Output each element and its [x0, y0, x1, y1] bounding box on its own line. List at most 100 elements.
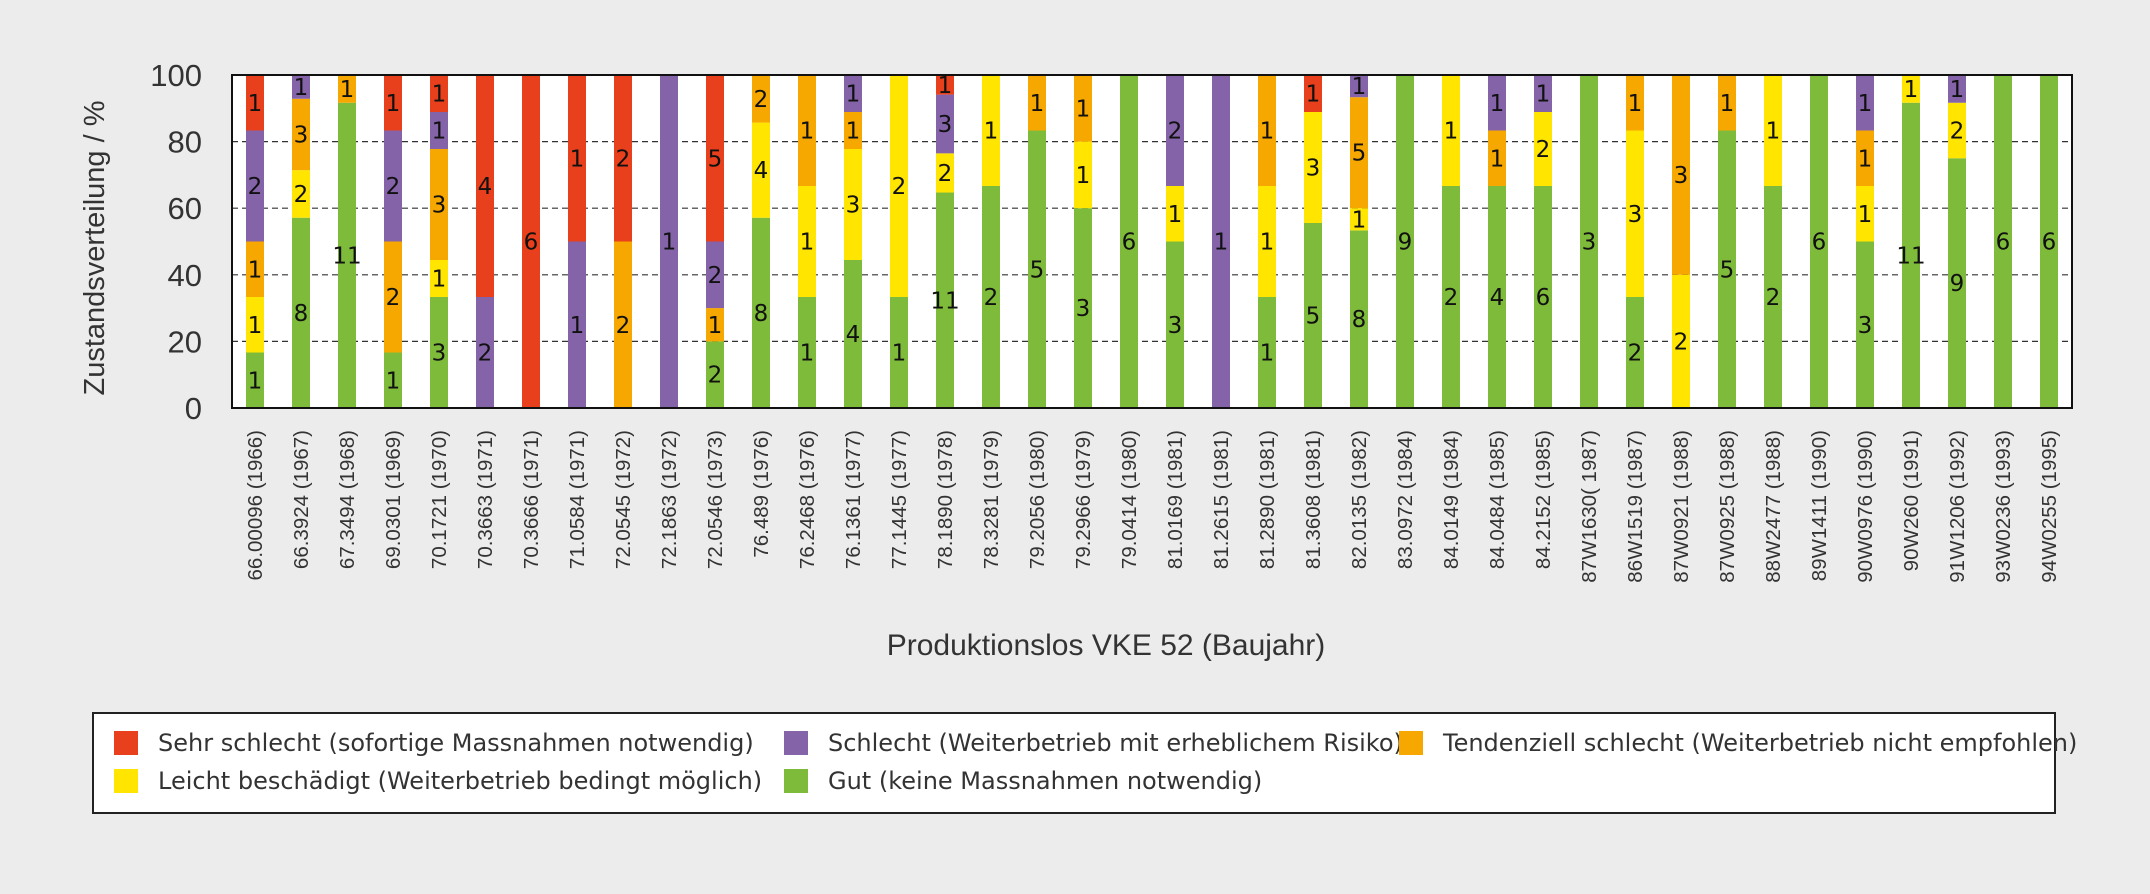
bar-data-label: 1 — [1950, 77, 1965, 103]
bar-data-label: 3 — [1582, 230, 1597, 256]
bar-data-label: 1 — [1858, 202, 1873, 228]
bar-data-label: 1 — [294, 75, 309, 101]
legend-item-schlecht: Schlecht (Weiterbetrieb mit erheblichem … — [784, 729, 1403, 757]
bar-segment-schlecht — [706, 241, 724, 309]
bar-segment-gut — [982, 186, 1000, 408]
bar-data-label: 5 — [1030, 257, 1045, 283]
x-tick-label: 70.1721 (1970) — [428, 430, 451, 569]
x-tick-label: 81.0169 (1981) — [1164, 430, 1187, 569]
legend-item-leicht-beschaedigt: Leicht beschädigt (Weiterbetrieb bedingt… — [114, 767, 762, 795]
bar-stack: 11 — [568, 75, 586, 408]
bar-data-label: 2 — [1168, 119, 1183, 145]
bar-data-label: 1 — [1260, 230, 1275, 256]
bar-data-label: 1 — [1076, 96, 1091, 122]
bar-data-label: 1 — [662, 230, 677, 256]
bar-stack: 6 — [1994, 75, 2012, 408]
bar-segment-gut — [1258, 297, 1276, 408]
bar-data-label: 2 — [1536, 137, 1551, 163]
x-tick-label: 72.1863 (1972) — [658, 430, 681, 569]
bar-segment-gut — [706, 341, 724, 408]
x-tick-label: 76.489 (1976) — [750, 430, 773, 558]
legend-label: Gut (keine Massnahmen notwendig) — [828, 767, 1263, 795]
bar-segment-leicht — [1442, 75, 1460, 186]
bar-data-label: 2 — [1950, 119, 1965, 145]
bar-segment-tendenziell — [706, 308, 724, 342]
bar-stack: 51 — [1718, 75, 1736, 408]
bar-data-label: 1 — [1260, 341, 1275, 367]
bar-segment-gut — [2040, 75, 2058, 408]
bar-data-label: 1 — [432, 267, 447, 293]
y-tick-labels: 0 20 40 60 80 100 — [150, 58, 202, 426]
bar-segment-schlecht — [1488, 75, 1506, 131]
bar-data-label: 5 — [1306, 304, 1321, 330]
bar-data-label: 1 — [1306, 82, 1321, 108]
bar-segment-leicht — [844, 149, 862, 260]
bar-segment-tendenziell — [1626, 75, 1644, 131]
bar-segment-gut — [384, 352, 402, 408]
stacked-bar-chart: 1112182311111221313112461122121258421114… — [79, 58, 2073, 662]
bar-stack: 2 1 2 5 — [706, 75, 724, 408]
bar-segment-gut — [1902, 102, 1920, 408]
bar-segment-gut — [1396, 75, 1414, 408]
bar-stack: 1 2 2 1 — [384, 75, 402, 408]
bar-data-label: 6 — [524, 230, 539, 256]
bar-stack: 6 — [1120, 75, 1138, 408]
bar-data-label: 2 — [478, 341, 493, 367]
bar-data-label: 1 — [938, 73, 953, 99]
bar-data-label: 6 — [1996, 230, 2011, 256]
legend-swatch — [784, 731, 808, 755]
bar-data-label: 1 — [386, 368, 401, 394]
bar-segment-sehr_schlecht — [384, 75, 402, 131]
bar-segment-schlecht — [1350, 75, 1368, 98]
bar-segment-gut — [1074, 208, 1092, 408]
bar-segment-tendenziell — [752, 75, 770, 123]
x-tick-label: 93W0236 (1993) — [1992, 430, 2015, 583]
bar-segment-gut — [1994, 75, 2012, 408]
bar-stack: 3 — [1580, 75, 1598, 408]
y-tick-label: 20 — [168, 324, 202, 359]
x-tick-label: 72.0546 (1973) — [704, 430, 727, 569]
x-tick-label: 66.3924 (1967) — [290, 430, 313, 569]
bar-data-label: 1 — [1214, 230, 1229, 256]
bar-segment-sehr_schlecht — [936, 75, 954, 95]
bar-data-label: 6 — [2042, 230, 2057, 256]
bar-data-label: 2 — [386, 285, 401, 311]
bar-stack: 6 2 1 — [1534, 75, 1552, 408]
bar-data-label: 6 — [1122, 230, 1137, 256]
bar-segment-leicht — [430, 260, 448, 297]
bar-data-label: 9 — [1950, 271, 1965, 297]
bar-segment-schlecht — [1166, 75, 1184, 186]
bar-data-label: 1 — [846, 119, 861, 145]
bar-data-label: 6 — [1536, 285, 1551, 311]
bar-segment-leicht — [292, 170, 310, 218]
x-tick-label: 83.0972 (1984) — [1394, 430, 1417, 569]
bar-segment-leicht — [1764, 75, 1782, 186]
x-tick-label: 87W1630( 1987) — [1578, 430, 1601, 583]
bar-stack: 3 1 1 — [1074, 75, 1092, 408]
bar-segment-tendenziell — [614, 241, 632, 408]
legend-swatch — [1399, 731, 1423, 755]
x-tick-label: 67.3494 (1968) — [336, 430, 359, 569]
bar-data-label: 2 — [616, 146, 631, 172]
bar-stack: 1 1 1 2 1 — [246, 75, 264, 408]
bar-segment-gut — [1120, 75, 1138, 408]
bar-data-label: 2 — [708, 263, 723, 289]
x-tick-label: 71.0584 (1971) — [566, 430, 589, 569]
x-tick-label: 90W0976 (1990) — [1854, 430, 1877, 583]
bar-data-label: 3 — [1858, 313, 1873, 339]
bar-segment-gut — [338, 102, 356, 408]
bar-segment-sehr_schlecht — [706, 75, 724, 242]
bar-segment-leicht — [1534, 112, 1552, 186]
bar-stack: 1 — [1212, 75, 1230, 408]
legend-label: Tendenziell schlecht (Weiterbetrieb nich… — [1443, 729, 2078, 757]
bar-data-label: 3 — [294, 122, 309, 148]
bar-segment-gut — [1810, 75, 1828, 408]
bar-segment-gut — [1304, 223, 1322, 408]
bar-segment-leicht — [1626, 130, 1644, 297]
bar-data-label: 1 — [1260, 119, 1275, 145]
y-tick-label: 40 — [168, 258, 202, 293]
bar-stack: 22 — [614, 75, 632, 408]
legend-item-sehr-schlecht: Sehr schlecht (sofortige Massnahmen notw… — [114, 729, 754, 757]
bar-data-label: 5 — [1352, 141, 1367, 167]
bar-segment-leicht — [982, 75, 1000, 186]
